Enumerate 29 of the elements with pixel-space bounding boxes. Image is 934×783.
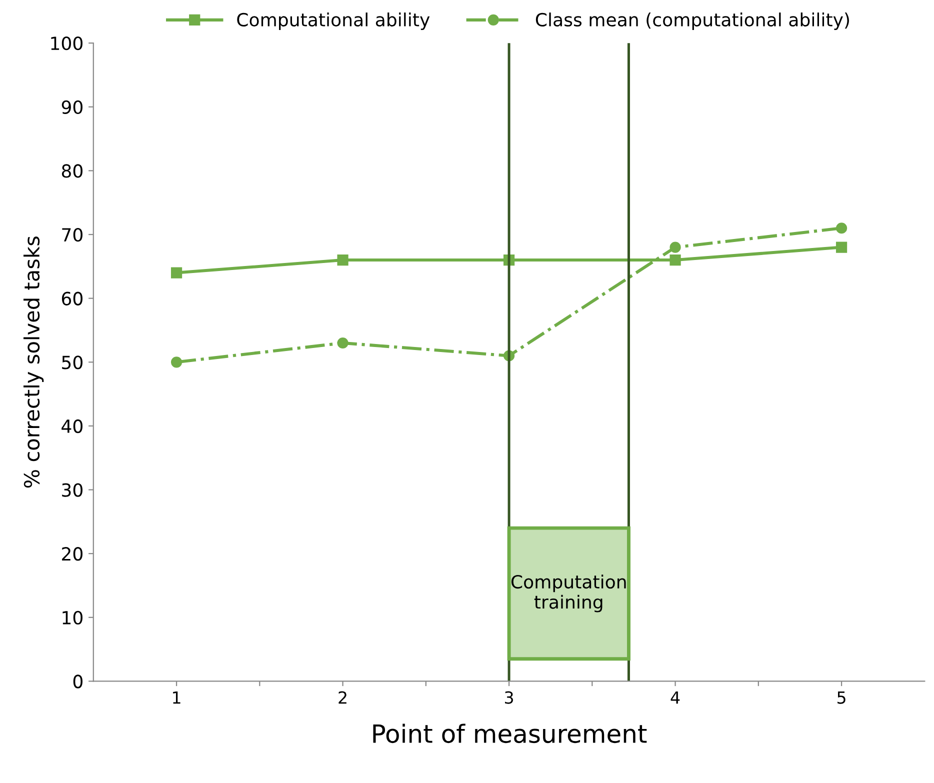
point — [170, 356, 182, 368]
point — [836, 242, 848, 253]
x-tick-label: 2 — [338, 691, 346, 704]
y-tick-label: 80 — [62, 164, 82, 178]
x-tick-label: 1 — [173, 691, 180, 704]
point — [836, 222, 848, 234]
x-tick-label: 4 — [670, 691, 680, 704]
y-tick-label: 60 — [62, 292, 82, 306]
point — [170, 267, 182, 278]
y-tick-label: 90 — [62, 100, 82, 114]
point — [337, 337, 348, 349]
y-axis-title: % correctly solved tasks — [23, 236, 44, 488]
point — [670, 254, 681, 266]
x-axis-title: Point of measurement — [373, 724, 647, 744]
y-tick-label: 70 — [62, 228, 82, 242]
point — [670, 242, 681, 253]
y-tick-label: 50 — [62, 356, 82, 370]
y-tick-label: 30 — [62, 483, 82, 497]
x-tick-label: 3 — [505, 691, 513, 704]
y-tick-label: 10 — [62, 610, 82, 625]
x-tick-label: 5 — [838, 691, 846, 704]
y-tick-label: 20 — [62, 547, 82, 561]
legend-label: Computational ability — [237, 12, 430, 30]
annotation: Computation training — [511, 574, 626, 612]
point — [337, 254, 348, 266]
y-tick-label: 0 — [73, 674, 82, 688]
y-tick-label: 40 — [62, 419, 82, 434]
y-tick-label: 100 — [51, 36, 82, 50]
legend-label: Class mean (computational ability) — [536, 12, 849, 30]
